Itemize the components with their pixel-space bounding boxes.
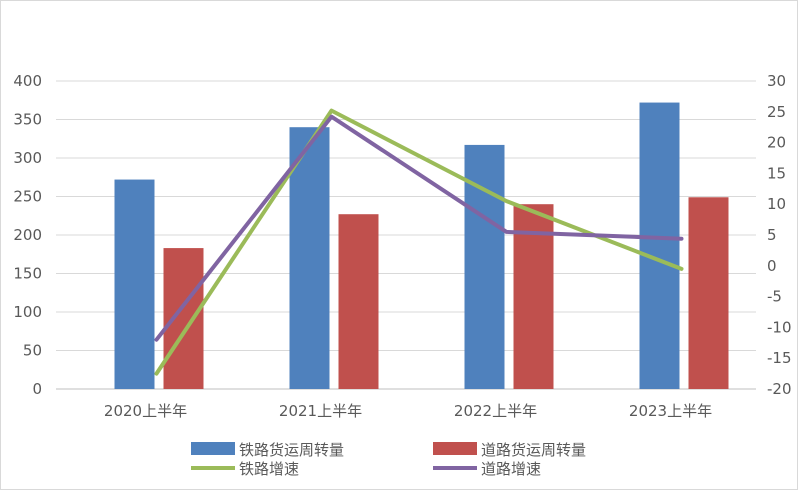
category-label: 2020上半年 [104, 402, 187, 420]
legend-swatch [433, 442, 477, 455]
right-tick-label: 0 [767, 257, 777, 275]
left-axis-ticks: 0 50 100 150 200 250 300 350 400 [13, 72, 42, 398]
category-label: 2022上半年 [454, 402, 537, 420]
left-tick-label: 50 [23, 342, 42, 360]
left-tick-label: 0 [32, 380, 42, 398]
right-tick-label: -20 [767, 380, 792, 398]
right-tick-label: 25 [767, 103, 786, 121]
rail-bar [114, 179, 155, 389]
rail-bar [639, 102, 680, 389]
category-labels: 2020上半年 2021上半年 2022上半年 2023上半年 [104, 402, 712, 420]
legend-label: 铁路增速 [239, 460, 299, 478]
right-tick-label: 30 [767, 72, 786, 90]
rail-bar [464, 144, 505, 389]
legend-label: 道路增速 [481, 460, 541, 478]
right-tick-label: 10 [767, 195, 786, 213]
right-tick-label: 5 [767, 226, 777, 244]
right-tick-label: 15 [767, 164, 786, 182]
lines [154, 108, 684, 376]
road-bar [163, 248, 204, 389]
legend-swatch [191, 442, 235, 455]
left-tick-label: 100 [13, 303, 42, 321]
right-tick-label: -15 [767, 349, 792, 367]
road-bar [338, 214, 379, 389]
bars [114, 102, 729, 389]
road-bar [688, 197, 729, 389]
left-tick-label: 350 [13, 111, 42, 129]
left-tick-label: 250 [13, 188, 42, 206]
road-growth-line [154, 114, 684, 342]
category-label: 2023上半年 [629, 402, 712, 420]
right-tick-label: 20 [767, 134, 786, 152]
right-axis-ticks: -20 -15 -10 -5 0 5 10 15 20 25 30 [767, 72, 792, 398]
left-tick-label: 300 [13, 149, 42, 167]
legend-label: 铁路货运周转量 [239, 441, 344, 459]
right-tick-label: -5 [767, 288, 782, 306]
left-tick-label: 150 [13, 265, 42, 283]
legend-label: 道路货运周转量 [481, 441, 586, 459]
left-tick-label: 200 [13, 226, 42, 244]
category-label: 2021上半年 [279, 402, 362, 420]
left-tick-label: 400 [13, 72, 42, 90]
right-tick-label: -10 [767, 318, 792, 336]
rail-bar [289, 127, 330, 389]
